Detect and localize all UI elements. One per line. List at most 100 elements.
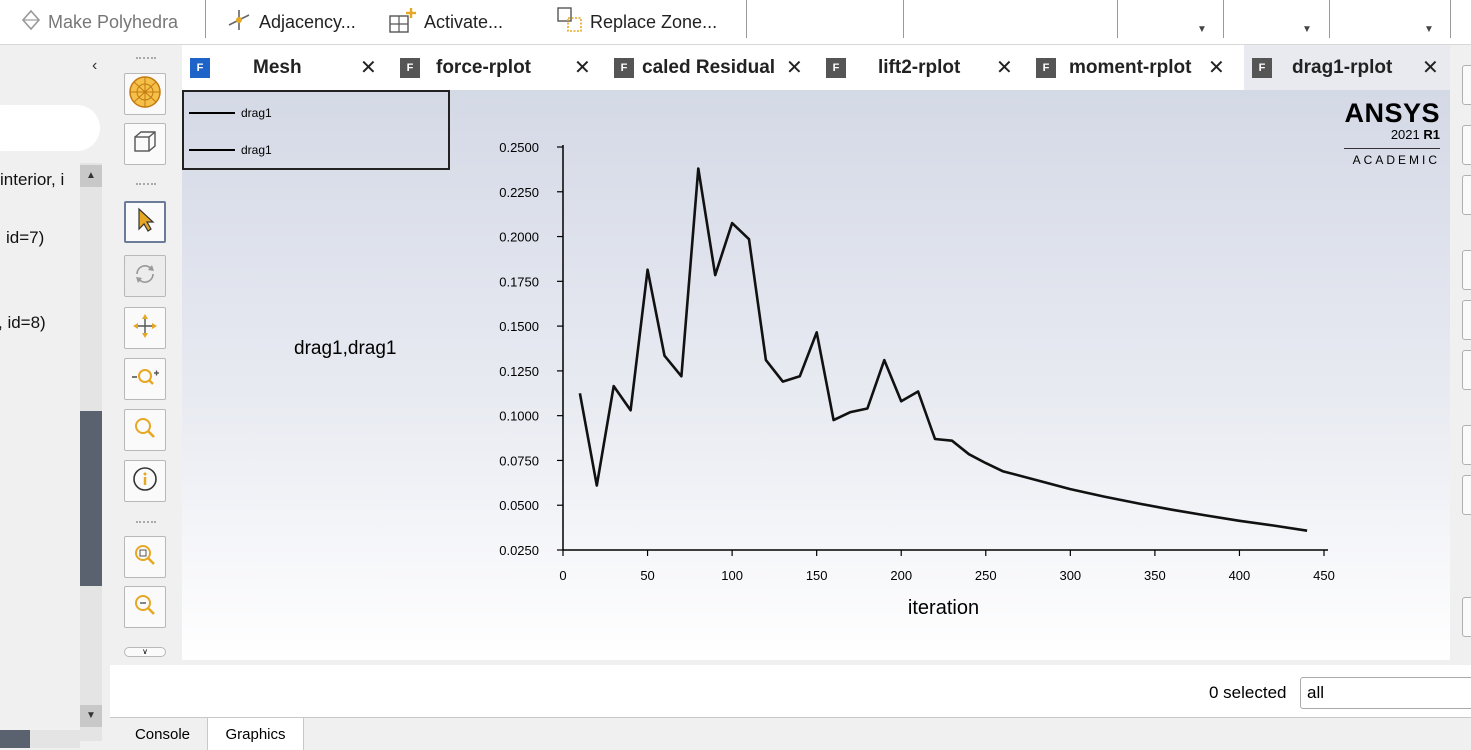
- legend-label: drag1: [241, 106, 272, 120]
- y-tick-label: 0.2500: [499, 140, 539, 155]
- right-toolbar-strip: [1450, 45, 1471, 665]
- activate-icon: [388, 6, 418, 39]
- selection-filter-input[interactable]: [1300, 677, 1471, 709]
- tab-label: moment-rplot: [1069, 56, 1192, 78]
- make-polyhedra-button[interactable]: Make Polyhedra: [20, 0, 178, 45]
- close-icon[interactable]: ✕: [996, 57, 1013, 79]
- tree-item[interactable]: interior, i: [0, 170, 65, 189]
- scroll-down-icon[interactable]: ▼: [80, 705, 102, 727]
- bottom-tab-bar: Console Graphics: [110, 717, 1471, 750]
- replace-zone-button[interactable]: Replace Zone...: [556, 0, 717, 45]
- brand-release: R1: [1423, 127, 1440, 142]
- side-tool-button[interactable]: [1462, 300, 1471, 340]
- view-orientation-button[interactable]: [124, 123, 166, 165]
- zoom-in-out-button[interactable]: [124, 358, 166, 400]
- fluent-f-icon: F: [190, 57, 210, 78]
- y-tick-label: 0.0500: [499, 498, 539, 513]
- chevron-down-icon[interactable]: ▼: [1197, 24, 1207, 35]
- close-icon[interactable]: ✕: [574, 57, 591, 79]
- tree-hscroll-thumb[interactable]: [0, 730, 30, 748]
- legend-entry: drag1: [189, 143, 272, 157]
- tab-lift2-rplot[interactable]: F lift2-rplot ✕: [826, 45, 1026, 90]
- tree-search-input[interactable]: [0, 105, 100, 151]
- y-tick-label: 0.1750: [499, 274, 539, 289]
- side-tool-button[interactable]: [1462, 597, 1471, 637]
- brand-name: ANSYS: [1344, 98, 1440, 128]
- zoom-out-icon: [132, 592, 158, 623]
- close-icon[interactable]: ✕: [786, 57, 803, 79]
- more-tools-button[interactable]: ∨: [124, 647, 166, 657]
- y-tick-label: 0.2000: [499, 230, 539, 245]
- legend-line: [189, 149, 235, 151]
- close-icon[interactable]: ✕: [360, 57, 377, 79]
- rotate-button[interactable]: [124, 255, 166, 297]
- side-tool-button[interactable]: [1462, 350, 1471, 390]
- y-tick-label: 0.0750: [499, 453, 539, 468]
- tab-graphics[interactable]: Graphics: [208, 718, 304, 750]
- x-tick-label: 250: [975, 568, 997, 583]
- y-tick-label: 0.1000: [499, 409, 539, 424]
- zoom-box-in-icon: [132, 542, 158, 573]
- side-tool-button[interactable]: [1462, 175, 1471, 215]
- pointer-select-button[interactable]: [124, 201, 166, 243]
- ribbon-toolbar: Make Polyhedra Adjacency... Activate... …: [0, 0, 1471, 45]
- double-chevron-down-icon: ∨: [142, 647, 148, 656]
- x-tick-label: 300: [1059, 568, 1081, 583]
- tab-drag1-rplot[interactable]: F drag1-rplot ✕: [1244, 45, 1450, 90]
- zoom-out-button[interactable]: [124, 586, 166, 628]
- tab-force-rplot[interactable]: F force-rplot ✕: [400, 45, 600, 90]
- scroll-up-icon[interactable]: ▲: [80, 165, 102, 187]
- tree-scroll-thumb[interactable]: [80, 411, 102, 586]
- x-tick-label: 350: [1144, 568, 1166, 583]
- tree-item[interactable]: , id=8): [0, 313, 46, 332]
- activate-button[interactable]: Activate...: [388, 0, 503, 45]
- side-tool-button[interactable]: [1462, 475, 1471, 515]
- xy-plot-chart: 0 50 100 150 200 250 300 350 400 450 0.0250 0.0500 0…: [499, 140, 1335, 619]
- x-tick-label: 450: [1313, 568, 1335, 583]
- info-icon: [132, 466, 158, 497]
- tab-moment-rplot[interactable]: F moment-rplot ✕: [1036, 45, 1242, 90]
- outline-tree-panel: ‹ interior, i id=7) , id=8) ▲ ▼: [0, 45, 110, 750]
- side-tool-button[interactable]: [1462, 125, 1471, 165]
- activate-label: Activate...: [424, 12, 504, 32]
- side-tool-button[interactable]: [1462, 250, 1471, 290]
- adjacency-icon: [225, 7, 253, 38]
- y-tick-label: 0.1250: [499, 364, 539, 379]
- fluent-f-icon: F: [614, 57, 634, 78]
- tab-label: drag1-rplot: [1292, 56, 1393, 78]
- fit-to-window-button[interactable]: [124, 73, 166, 115]
- brand-version: 2021 R1: [1344, 127, 1440, 142]
- probe-info-button[interactable]: [124, 460, 166, 502]
- graphics-window[interactable]: drag1 drag1 drag1,drag1 ANSYS 2021 R1 AC…: [182, 90, 1450, 660]
- tab-console[interactable]: Console: [118, 718, 208, 750]
- graphics-tab-bar: F Mesh ✕ F force-rplot ✕ F caled Residua…: [182, 45, 1450, 90]
- side-tool-button[interactable]: [1462, 65, 1471, 105]
- x-tick-label: 100: [721, 568, 743, 583]
- x-axis-label: iteration: [908, 597, 979, 619]
- selection-bar: 0 selected: [110, 665, 1471, 717]
- replace-zone-label: Replace Zone...: [590, 12, 718, 32]
- pan-button[interactable]: [124, 307, 166, 349]
- chevron-down-icon[interactable]: ▼: [1424, 24, 1434, 35]
- ribbon-separator: [1329, 0, 1330, 38]
- zoom-to-area-button[interactable]: [124, 409, 166, 451]
- adjacency-button[interactable]: Adjacency...: [225, 0, 356, 45]
- y-tick-label: 0.2250: [499, 185, 539, 200]
- side-tool-button[interactable]: [1462, 425, 1471, 465]
- tab-mesh[interactable]: F Mesh ✕: [190, 45, 390, 90]
- x-tick-label: 150: [806, 568, 828, 583]
- magnifier-icon: [132, 415, 158, 446]
- chevron-down-icon[interactable]: ▼: [1302, 24, 1312, 35]
- brand-year: 2021: [1390, 127, 1420, 142]
- tree-item[interactable]: id=7): [6, 228, 45, 247]
- tab-scaled-residual[interactable]: F caled Residual ✕: [614, 45, 814, 90]
- close-icon[interactable]: ✕: [1208, 57, 1225, 79]
- collapse-panel-icon[interactable]: ‹: [92, 57, 98, 74]
- close-icon[interactable]: ✕: [1422, 57, 1439, 79]
- rotate-icon: [132, 261, 158, 292]
- toolbar-grip: [136, 183, 156, 187]
- zoom-box-in-button[interactable]: [124, 536, 166, 578]
- pointer-arrow-icon: [134, 207, 156, 238]
- fluent-f-icon: F: [1036, 57, 1056, 78]
- ribbon-separator: [746, 0, 747, 38]
